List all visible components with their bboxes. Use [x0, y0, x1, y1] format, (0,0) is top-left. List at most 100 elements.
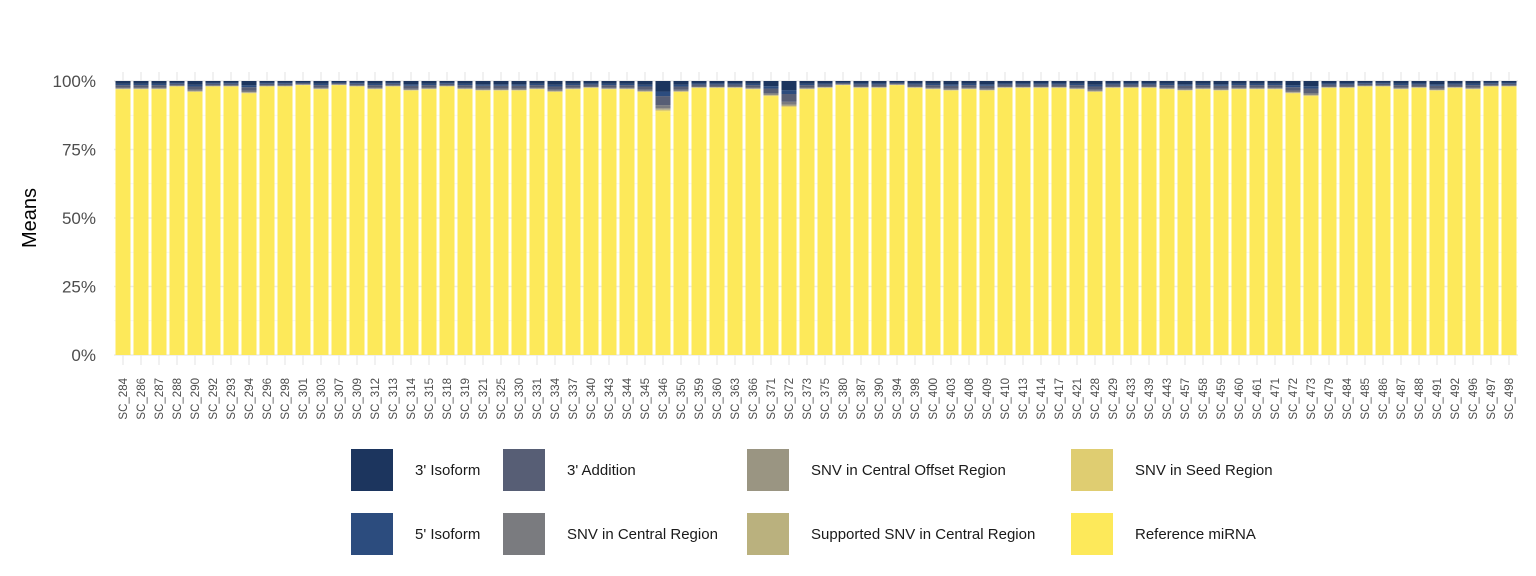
bar-segment-sc-458 [1195, 85, 1211, 88]
x-tick-label: SC_479 [1324, 378, 1336, 420]
bar-segment-sc-372 [781, 105, 797, 108]
bar-segment-sc-471 [1267, 81, 1283, 84]
x-tick-label: SC_492 [1450, 378, 1462, 420]
bar-segment-sc-380 [835, 81, 851, 83]
x-tick-label: SC_439 [1144, 378, 1156, 420]
bar-segment-sc-443 [1159, 85, 1175, 88]
bar-segment-sc-294 [241, 87, 257, 91]
bar-segment-sc-318 [439, 81, 455, 83]
bar-segment-sc-488 [1411, 84, 1427, 87]
bar-segment-sc-284 [115, 85, 131, 88]
bar-segment-sc-314 [403, 85, 419, 89]
bar-segment-sc-319 [457, 83, 473, 86]
bar-segment-sc-325 [493, 85, 509, 89]
bar-segment-sc-330 [511, 81, 527, 85]
x-tick-label: SC_301 [298, 378, 310, 420]
x-tick-label: SC_373 [802, 378, 814, 420]
bar-segment-sc-315 [421, 81, 437, 84]
bar-segment-sc-484 [1339, 86, 1355, 88]
bars-group [115, 81, 1517, 356]
x-tick-label: SC_312 [370, 378, 382, 420]
bar-segment-sc-471 [1267, 85, 1283, 88]
x-tick-label: SC_298 [280, 378, 292, 420]
bar-segment-sc-459 [1213, 90, 1229, 355]
bar-segment-sc-433 [1123, 81, 1139, 84]
bar-segment-sc-497 [1483, 85, 1499, 86]
x-tick-label: SC_443 [1162, 378, 1174, 420]
bar-segment-sc-363 [727, 83, 743, 85]
bar-segment-sc-346 [655, 96, 671, 106]
bar-segment-sc-428 [1087, 86, 1103, 90]
bar-segment-sc-479 [1321, 81, 1337, 84]
bar-segment-sc-360 [709, 87, 725, 355]
bar-segment-sc-363 [727, 86, 743, 88]
bar-segment-sc-309 [349, 85, 365, 86]
bar-segment-sc-487 [1393, 85, 1409, 88]
bar-segment-sc-290 [187, 81, 203, 85]
bar-segment-sc-433 [1123, 83, 1139, 85]
x-tick-label: SC_461 [1252, 378, 1264, 420]
bar-segment-sc-312 [367, 85, 383, 88]
bar-segment-sc-403 [943, 84, 959, 86]
bar-segment-sc-294 [241, 90, 257, 93]
bar-segment-sc-371 [763, 96, 779, 355]
bar-segment-sc-472 [1285, 93, 1301, 355]
bar-segment-sc-346 [655, 105, 671, 109]
bar-segment-sc-414 [1033, 87, 1049, 355]
bar-segment-sc-461 [1249, 89, 1265, 355]
bar-segment-sc-398 [907, 84, 923, 87]
bar-segment-sc-343 [601, 81, 617, 84]
bar-segment-sc-334 [547, 84, 563, 87]
bar-segment-sc-408 [961, 87, 977, 89]
bar-segment-sc-398 [907, 87, 923, 355]
bar-segment-sc-471 [1267, 87, 1283, 89]
bar-segment-sc-340 [583, 87, 599, 355]
bar-segment-sc-366 [745, 81, 761, 84]
bar-segment-sc-290 [187, 91, 203, 356]
bar-segment-sc-497 [1483, 82, 1499, 84]
bar-segment-sc-413 [1015, 83, 1031, 85]
x-tick-label: SC_394 [892, 377, 904, 419]
bar-segment-sc-414 [1033, 86, 1049, 88]
y-tick-label: 0% [71, 346, 96, 365]
bar-segment-sc-421 [1069, 81, 1085, 84]
bar-segment-sc-414 [1033, 83, 1049, 85]
bar-segment-sc-460 [1231, 81, 1247, 84]
x-tick-label: SC_472 [1288, 378, 1300, 420]
bar-segment-sc-496 [1465, 83, 1481, 86]
x-tick-label: SC_287 [154, 378, 166, 420]
bar-segment-sc-400 [925, 83, 941, 86]
bar-segment-sc-337 [565, 85, 581, 88]
bar-segment-sc-457 [1177, 88, 1193, 90]
bar-segment-sc-471 [1267, 89, 1283, 355]
bar-segment-sc-372 [781, 94, 797, 102]
x-tick-label: SC_457 [1180, 378, 1192, 420]
bar-segment-sc-496 [1465, 81, 1481, 84]
bar-segment-sc-486 [1375, 85, 1391, 86]
bar-segment-sc-290 [187, 84, 203, 87]
bar-segment-sc-344 [619, 85, 635, 88]
bar-segment-sc-371 [763, 81, 779, 87]
bar-segment-sc-498 [1501, 85, 1517, 86]
bar-segment-sc-344 [619, 83, 635, 86]
bar-segment-sc-410 [997, 87, 1013, 355]
bar-segment-sc-484 [1339, 83, 1355, 85]
bar-segment-sc-390 [871, 81, 887, 84]
x-tick-label: SC_314 [406, 377, 418, 419]
bar-segment-sc-485 [1357, 82, 1373, 84]
bar-segment-sc-325 [493, 88, 509, 90]
bar-segment-sc-459 [1213, 88, 1229, 90]
bar-segment-sc-312 [367, 87, 383, 89]
bar-segment-sc-296 [259, 86, 275, 355]
bar-segment-sc-337 [565, 83, 581, 86]
bar-segment-sc-491 [1429, 88, 1445, 90]
bar-segment-sc-484 [1339, 81, 1355, 84]
bar-segment-sc-321 [475, 85, 491, 89]
bar-segment-sc-461 [1249, 81, 1265, 84]
bar-segment-sc-314 [403, 90, 419, 355]
x-tick-label: SC_485 [1360, 378, 1372, 420]
bar-segment-sc-486 [1375, 82, 1391, 84]
x-tick-label: SC_488 [1414, 378, 1426, 420]
x-tick-label: SC_360 [712, 378, 724, 420]
bar-segment-sc-487 [1393, 89, 1409, 355]
